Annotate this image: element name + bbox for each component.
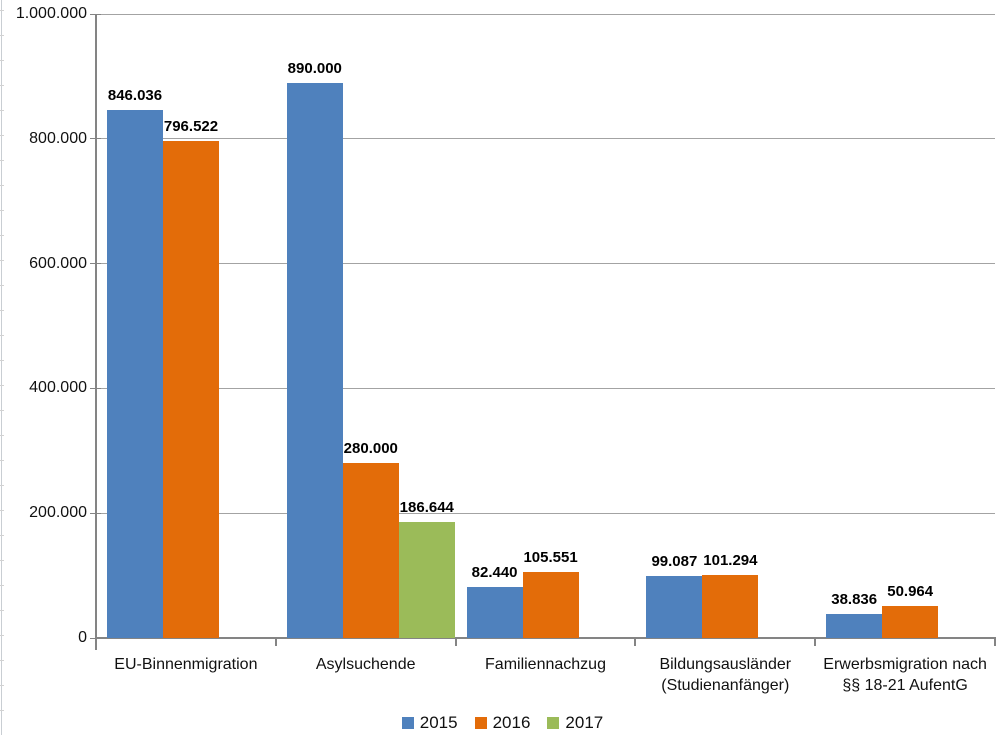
bar-2015-category-1 xyxy=(286,82,343,638)
worksheet-gridline-stub xyxy=(0,35,4,36)
category-label-line: Familiennachzug xyxy=(485,656,606,673)
legend-label: 2016 xyxy=(492,713,531,732)
y-axis-tick-label: 600.000 xyxy=(29,254,87,272)
legend-label: 2015 xyxy=(419,713,458,732)
worksheet-gridline-stub xyxy=(0,710,4,711)
category-label: EU-Binnenmigration xyxy=(96,654,276,675)
worksheet-gridline-stub xyxy=(0,335,4,336)
worksheet-gridline-stub xyxy=(0,485,4,486)
bar-value-label: 846.036 xyxy=(107,87,163,105)
worksheet-gridline-stub xyxy=(0,260,4,261)
worksheet-gridline-stub xyxy=(0,285,4,286)
x-axis-tick xyxy=(454,638,457,646)
worksheet-gridline-stub xyxy=(0,85,4,86)
worksheet-gridline-stub xyxy=(0,660,4,661)
bar-2016-category-2 xyxy=(522,572,579,638)
worksheet-gridline-stub xyxy=(0,10,4,11)
worksheet-gridline-stub xyxy=(0,110,4,111)
category-label: Familiennachzug xyxy=(456,654,636,675)
x-axis-tick xyxy=(814,638,817,646)
bar-2015-category-3 xyxy=(646,576,703,638)
category-label-line: Erwerbsmigration nach xyxy=(823,656,987,673)
category-label-line: Bildungsausländer xyxy=(659,656,792,673)
bar-value-label: 50.964 xyxy=(887,583,934,601)
worksheet-gridline-stub xyxy=(0,510,4,511)
worksheet-gridline-stub xyxy=(0,310,4,311)
bar-value-label: 186.644 xyxy=(399,498,454,516)
major-gridline xyxy=(96,387,995,389)
worksheet-gridline-stub xyxy=(0,410,4,411)
legend-label: 2017 xyxy=(565,713,604,732)
y-axis-line xyxy=(95,14,97,650)
y-axis-tick-label: 400.000 xyxy=(29,379,87,397)
x-axis-line xyxy=(95,637,996,639)
worksheet-gridline-stub xyxy=(0,210,4,211)
worksheet-gridline-stub xyxy=(0,160,4,161)
legend-item-2016: 2016 xyxy=(474,713,531,733)
worksheet-gridline-stub xyxy=(0,135,4,136)
worksheet-gridline-stub xyxy=(0,60,4,61)
bar-value-label: 82.440 xyxy=(471,563,518,581)
bar-2016-category-1 xyxy=(342,463,399,638)
category-label: Asylsuchende xyxy=(276,654,456,675)
x-axis-tick xyxy=(95,638,97,646)
category-label-line: Asylsuchende xyxy=(315,656,416,673)
legend-swatch-2016 xyxy=(474,717,487,729)
worksheet-gridline-stub xyxy=(0,385,4,386)
bar-2017-category-1 xyxy=(398,521,455,638)
legend-item-2015: 2015 xyxy=(401,713,458,733)
worksheet-gridline-stub xyxy=(0,185,4,186)
worksheet-gridline-stub xyxy=(0,560,4,561)
y-axis-tick-label: 1.000.000 xyxy=(15,5,87,22)
major-gridline xyxy=(96,263,995,265)
y-axis-tick-label: 200.000 xyxy=(29,504,87,522)
category-label-line: (Studienanfänger) xyxy=(661,677,790,694)
bar-2016-category-0 xyxy=(163,140,219,638)
worksheet-gridline-stub xyxy=(0,635,4,636)
bar-2016-category-3 xyxy=(702,574,759,638)
category-label: Erwerbsmigration nach §§ 18-21 AufentG xyxy=(815,654,995,696)
legend-swatch-2015 xyxy=(401,717,414,729)
bar-2015-category-0 xyxy=(107,110,163,638)
bar-value-label: 101.294 xyxy=(703,551,758,569)
x-axis-tick xyxy=(994,638,996,646)
worksheet-edge-line xyxy=(1,0,2,735)
worksheet-gridline-stub xyxy=(0,360,4,361)
major-gridline xyxy=(96,13,995,15)
bar-value-label: 105.551 xyxy=(523,549,578,567)
worksheet-gridline-stub xyxy=(0,535,4,536)
bar-value-label: 280.000 xyxy=(343,440,398,458)
bar-value-label: 796.522 xyxy=(163,117,219,135)
worksheet-gridline-stub xyxy=(0,685,4,686)
bar-2015-category-4 xyxy=(826,613,883,638)
major-gridline xyxy=(96,512,995,514)
worksheet-gridline-stub xyxy=(0,585,4,586)
legend: 2015 2016 2017 xyxy=(0,713,1005,733)
x-axis-tick xyxy=(634,638,637,646)
bar-2015-category-2 xyxy=(466,586,523,638)
y-axis-tick-label: 0 xyxy=(78,629,87,646)
bar-value-label: 99.087 xyxy=(651,553,698,571)
bar-value-label: 890.000 xyxy=(287,59,342,77)
bar-2016-category-4 xyxy=(882,606,939,638)
legend-item-2017: 2017 xyxy=(547,713,603,733)
category-label: Bildungsausländer (Studienanfänger) xyxy=(635,654,815,696)
category-label-line: EU-Binnenmigration xyxy=(114,656,258,673)
major-gridline xyxy=(96,138,995,140)
worksheet-gridline-stub xyxy=(0,460,4,461)
x-axis-tick xyxy=(274,638,277,646)
worksheet-gridline-stub xyxy=(0,235,4,236)
category-label-line: §§ 18-21 AufentG xyxy=(842,677,968,694)
y-axis-tick-label: 800.000 xyxy=(29,129,87,147)
worksheet-gridline-stub xyxy=(0,435,4,436)
bar-value-label: 38.836 xyxy=(831,590,878,608)
legend-swatch-2017 xyxy=(547,717,560,729)
worksheet-gridline-stub xyxy=(0,610,4,611)
